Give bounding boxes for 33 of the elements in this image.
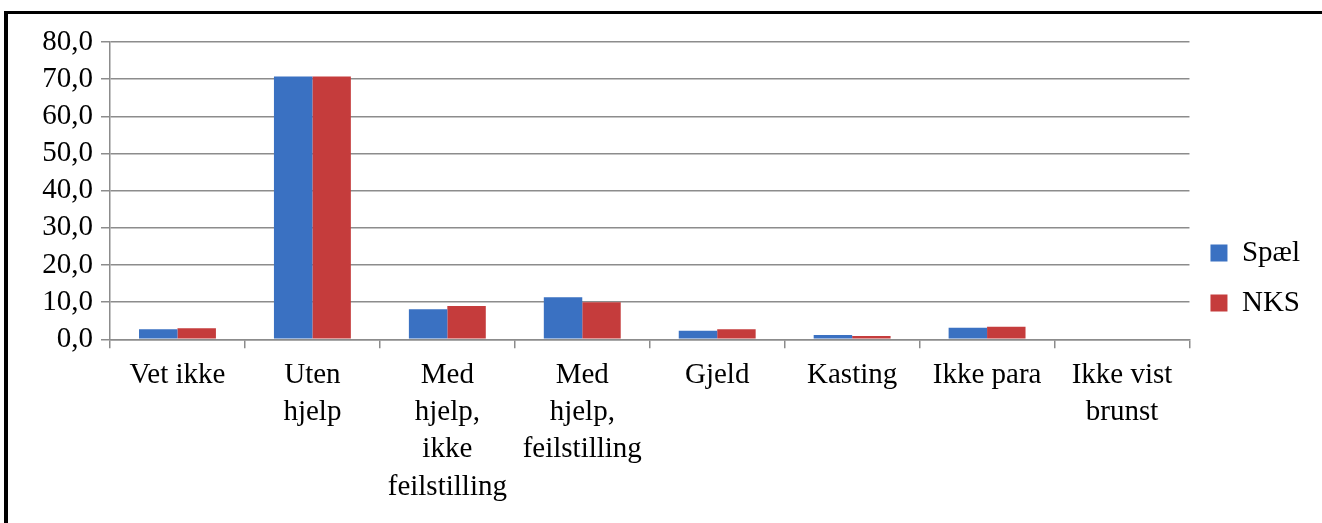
bar [408,309,448,339]
bar [177,328,216,339]
y-tick-label: 60,0 [42,97,93,130]
y-tick-label: 80,0 [42,23,93,56]
x-tick-label: Ikke para [932,356,1042,389]
y-tick-label: 70,0 [42,60,93,93]
bar [813,334,853,339]
bar [447,305,486,339]
y-tick-label: 30,0 [42,209,93,242]
bar [987,326,1026,339]
bar [312,76,351,339]
bar [948,327,988,339]
legend-label: Spæl [1241,234,1300,267]
x-tick-label: Uten hjelp [283,356,342,427]
bar [139,329,178,339]
x-tick-label: Gjeld [684,356,750,389]
bar [543,297,583,339]
legend-label: NKS [1241,284,1300,317]
x-tick-label: Ikke vist brunst [1071,356,1173,427]
x-tick-label: Med hjelp, feilstilling [522,356,642,464]
bar [582,302,621,339]
y-tick-label: 50,0 [42,135,93,168]
bar [273,76,313,339]
bar [852,336,891,339]
bar [717,329,756,339]
y-tick-label: 0,0 [56,320,93,353]
bar [678,330,718,339]
x-tick-label: Med hjelp, ikke feilstilling [387,356,507,501]
x-tick-label: Vet ikke [129,356,226,389]
y-tick-label: 40,0 [42,172,93,205]
y-tick-label: 10,0 [42,283,93,316]
x-tick-label: Kasting [807,356,898,389]
y-tick-label: 20,0 [42,246,93,279]
